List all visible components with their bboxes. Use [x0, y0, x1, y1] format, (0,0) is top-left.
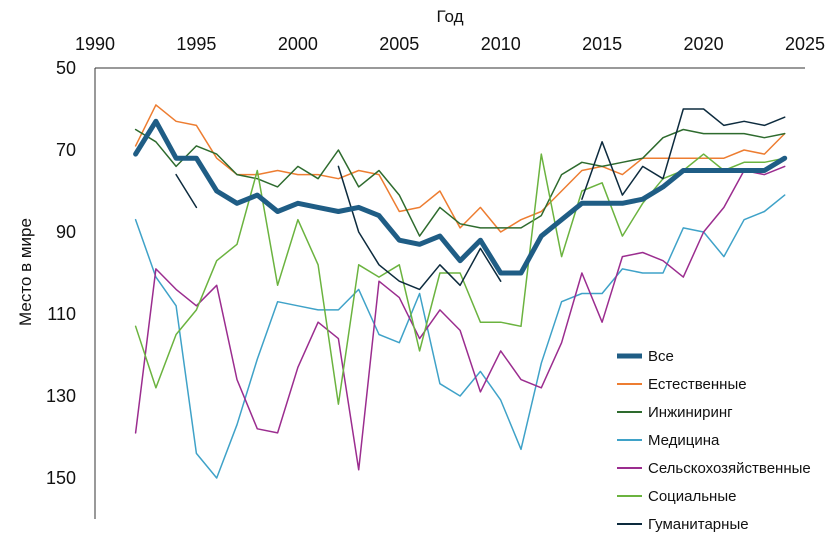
y-axis-title: Место в мире	[16, 218, 35, 326]
x-tick-label: 2015	[582, 34, 622, 54]
y-tick-label: 110	[47, 304, 76, 324]
x-tick-label: 2025	[785, 34, 825, 54]
x-tick-label: 2000	[278, 34, 318, 54]
y-tick-label: 150	[46, 468, 76, 488]
legend-label: Естественные	[648, 376, 747, 393]
legend: Все Естественные Инжиниринг Медицина Сельско…	[617, 348, 811, 533]
x-tick-labels: 1990 1995 2000 2005 2010 2015 2020 2025	[75, 34, 825, 54]
y-tick-label: 90	[56, 222, 76, 242]
y-tick-label: 50	[56, 58, 76, 78]
x-tick-label: 2005	[379, 34, 419, 54]
x-tick-label: 2010	[481, 34, 521, 54]
x-tick-label: 1995	[176, 34, 216, 54]
axes	[94, 67, 805, 519]
legend-label: Инжиниринг	[648, 404, 733, 421]
y-tick-label: 70	[56, 140, 76, 160]
x-tick-label: 2020	[684, 34, 724, 54]
legend-label: Сельскохозяйственные	[648, 460, 811, 477]
legend-label: Гуманитарные	[648, 516, 749, 533]
series-lines	[133, 104, 788, 479]
series-line-5	[134, 153, 786, 405]
legend-label: Социальные	[648, 488, 736, 505]
legend-label: Медицина	[648, 432, 720, 449]
series-line-4	[134, 165, 786, 471]
y-tick-labels: 50 70 90 110 130 150	[46, 58, 76, 488]
series-line-3	[134, 194, 786, 479]
y-tick-label: 130	[46, 386, 76, 406]
x-axis-title: Год	[436, 7, 463, 26]
legend-label: Все	[648, 348, 674, 365]
series-line-2	[134, 128, 786, 237]
series-line-0	[133, 118, 788, 276]
x-tick-label: 1990	[75, 34, 115, 54]
series-line-1	[134, 104, 786, 233]
series-line-6	[175, 108, 786, 291]
